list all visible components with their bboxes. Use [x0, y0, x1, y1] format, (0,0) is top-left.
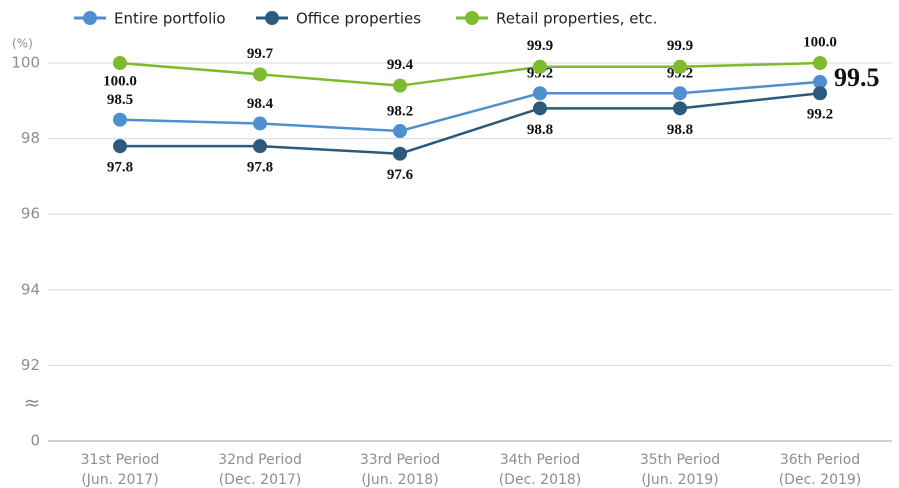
legend-marker — [265, 11, 279, 25]
x-tick-label: 35th Period — [640, 452, 720, 468]
point — [673, 101, 687, 116]
y-unit: (%) — [12, 37, 33, 51]
y-tick-label: 100 — [11, 54, 40, 72]
y-tick-label: 92 — [21, 356, 40, 374]
point — [113, 139, 127, 154]
series-line — [119, 61, 821, 87]
data-label: 98.4 — [247, 96, 274, 112]
point — [533, 101, 547, 116]
x-tick-label: 31st Period — [81, 452, 160, 468]
data-label: 100.0 — [103, 73, 137, 89]
y-tick-label: 0 — [30, 432, 40, 450]
series-line — [120, 91, 821, 155]
legend-label: Entire portfolio — [114, 10, 226, 28]
point — [393, 124, 407, 139]
x-tick-label: (Jun. 2019) — [641, 472, 718, 488]
point — [813, 74, 827, 89]
point — [393, 78, 407, 93]
data-label: 97.8 — [107, 160, 133, 176]
point — [813, 56, 827, 70]
x-tick-label: (Dec. 2019) — [779, 472, 862, 488]
legend-marker — [465, 11, 479, 25]
point — [673, 86, 687, 101]
data-label: 98.8 — [527, 122, 553, 138]
point — [673, 59, 687, 74]
x-tick-label: 33rd Period — [360, 452, 440, 468]
point — [813, 86, 827, 101]
data-label: 99.2 — [807, 107, 833, 123]
point — [253, 67, 267, 82]
point — [113, 112, 127, 127]
data-label: 97.6 — [387, 167, 414, 183]
x-tick-label: 34th Period — [500, 452, 580, 468]
x-tick-label: (Jun. 2018) — [361, 472, 438, 488]
data-label: 100.0 — [803, 34, 837, 50]
x-tick-label: 36th Period — [780, 452, 860, 468]
point — [113, 56, 127, 70]
data-label: 98.2 — [387, 103, 413, 119]
point — [393, 146, 407, 161]
series-line — [119, 80, 821, 133]
legend-label: Office properties — [296, 10, 421, 28]
axis-break: ≈ — [24, 391, 41, 415]
data-label: 99.4 — [387, 57, 414, 73]
data-label: 99.9 — [667, 38, 693, 54]
data-label: 99.7 — [247, 46, 274, 62]
data-label: 99.9 — [527, 38, 553, 54]
x-tick-label: (Dec. 2018) — [499, 472, 582, 488]
y-tick-label: 98 — [21, 129, 40, 147]
x-tick-label: (Dec. 2017) — [219, 472, 302, 488]
data-label: 97.8 — [247, 160, 273, 176]
point — [533, 59, 547, 74]
data-label: 98.5 — [107, 92, 133, 108]
x-tick-label: (Jun. 2017) — [81, 472, 158, 488]
legend-label: Retail properties, etc. — [496, 10, 657, 28]
data-label: 98.8 — [667, 122, 693, 138]
point — [533, 86, 547, 101]
y-tick-label: 94 — [21, 280, 40, 298]
y-tick-label: 96 — [21, 205, 40, 223]
point — [253, 139, 267, 154]
legend-marker — [83, 11, 97, 25]
data-label: 99.5 — [834, 63, 880, 92]
x-tick-label: 32nd Period — [218, 452, 302, 468]
point — [253, 116, 267, 131]
